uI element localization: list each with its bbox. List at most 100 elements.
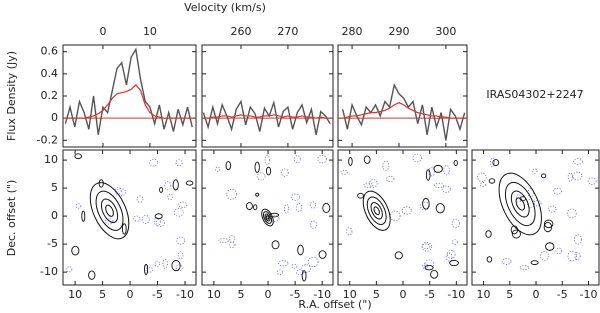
positive-contour — [98, 179, 104, 188]
negative-contour — [548, 205, 557, 213]
y-tick-label: 0 — [51, 209, 58, 222]
positive-contour — [511, 229, 521, 239]
negative-contour — [307, 256, 319, 268]
x-tick-label: 10 — [477, 288, 491, 301]
source-contour — [510, 190, 530, 218]
positive-contour — [435, 203, 445, 214]
source-contour — [366, 196, 387, 225]
positive-contour — [88, 270, 96, 280]
source-contour — [262, 211, 273, 224]
negative-contour — [574, 251, 581, 261]
x-tick-label: 0 — [400, 288, 407, 301]
negative-contour — [300, 264, 312, 274]
negative-contour — [555, 247, 563, 255]
ra-title: R.A. offset (") — [298, 298, 371, 311]
negative-contour — [519, 265, 530, 271]
spectrum-line — [65, 84, 193, 119]
source-contour — [370, 202, 383, 220]
negative-contour — [386, 175, 395, 183]
negative-contour — [421, 242, 433, 252]
positive-contour — [74, 153, 83, 160]
positive-contour — [301, 270, 307, 282]
negative-contour — [587, 177, 597, 185]
source-contour — [504, 181, 536, 227]
positive-contour — [422, 197, 430, 210]
negative-contour — [228, 235, 236, 243]
positive-contour — [81, 210, 86, 222]
negative-contour — [369, 179, 378, 188]
negative-contour — [291, 263, 297, 270]
negative-contour — [178, 201, 188, 208]
negative-contour — [479, 182, 486, 187]
x-tick-label: 10 — [343, 288, 357, 301]
positive-contour — [322, 202, 331, 214]
negative-contour — [532, 168, 538, 174]
negative-contour — [65, 266, 73, 273]
negative-contour — [294, 155, 301, 164]
positive-contour — [297, 244, 304, 256]
negative-contour — [164, 181, 172, 191]
panel-frame — [337, 149, 468, 286]
negative-contour — [446, 249, 456, 259]
source-contour — [105, 204, 114, 217]
positive-contour — [543, 222, 553, 233]
x-tick-label: 300 — [435, 25, 456, 38]
negative-contour — [295, 269, 304, 276]
x-tick-label: -10 — [313, 288, 331, 301]
positive-contour — [348, 156, 353, 166]
positive-contour — [265, 166, 272, 176]
y-tick-label: -10 — [40, 265, 58, 278]
negative-contour — [515, 194, 522, 203]
negative-contour — [382, 160, 390, 171]
negative-contour — [412, 153, 423, 163]
positive-contour — [318, 250, 327, 259]
negative-contour — [574, 234, 582, 245]
positive-contour — [449, 259, 459, 267]
positive-contour — [425, 169, 431, 181]
x-tick-label: 5 — [506, 288, 513, 301]
negative-contour — [280, 168, 289, 177]
x-tick-label: 5 — [237, 288, 244, 301]
source-contour — [373, 206, 380, 216]
negative-contour — [501, 258, 512, 265]
positive-contour — [357, 192, 364, 199]
positive-contour — [492, 159, 500, 166]
negative-contour — [309, 201, 317, 209]
x-tick-label: -10 — [447, 288, 465, 301]
positive-contour — [154, 213, 163, 220]
negative-contour — [451, 218, 460, 229]
y-tick-label: 10 — [44, 153, 58, 166]
negative-contour — [115, 188, 127, 197]
source-contour — [515, 197, 525, 211]
y-tick-label: 5 — [51, 181, 58, 194]
positive-contour — [121, 223, 127, 235]
negative-contour — [270, 214, 280, 222]
negative-contour — [310, 220, 318, 229]
negative-contour — [277, 269, 283, 276]
negative-contour — [175, 159, 183, 167]
dec-title: Dec. offset (") — [5, 180, 18, 257]
negative-contour — [552, 187, 563, 195]
negative-contour — [175, 264, 183, 272]
x-tick-label: 270 — [277, 25, 298, 38]
y-tick-label: -5 — [47, 237, 58, 250]
spectrum-line — [203, 114, 331, 119]
positive-contour — [541, 173, 547, 179]
positive-contour — [545, 242, 555, 251]
negative-contour — [346, 227, 353, 236]
positive-contour — [172, 179, 179, 191]
negative-contour — [228, 241, 236, 249]
x-tick-label: 5 — [373, 288, 380, 301]
y-tick-label: -0.2 — [37, 133, 58, 146]
y-tick-label: 0.4 — [41, 67, 59, 80]
panel-frame — [471, 149, 600, 286]
negative-contour — [176, 236, 186, 245]
positive-contour — [171, 259, 181, 272]
negative-contour — [141, 215, 150, 224]
positive-contour — [144, 263, 149, 275]
positive-contour — [453, 159, 458, 166]
negative-contour — [177, 251, 184, 260]
positive-contour — [363, 155, 371, 164]
positive-contour — [488, 178, 496, 184]
negative-contour — [136, 195, 144, 203]
